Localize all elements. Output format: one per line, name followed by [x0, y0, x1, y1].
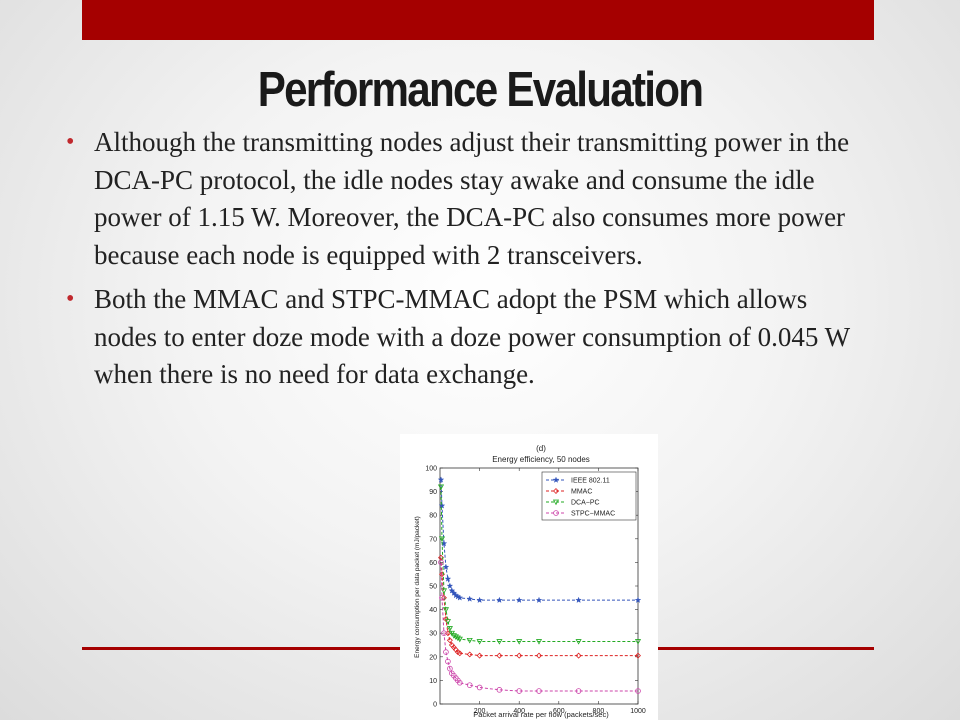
y-tick-label: 50: [429, 584, 437, 591]
data-point-dca-pc: [535, 639, 543, 645]
data-point-mmac: [476, 652, 483, 659]
data-point-stpc-mmac: [443, 649, 449, 655]
data-point-dca-pc: [516, 639, 523, 645]
bullet-marker: •: [66, 129, 75, 155]
data-point-mmac: [575, 652, 582, 659]
data-point-ieee-802-11: [446, 582, 454, 589]
data-point-ieee-802-11: [496, 596, 503, 603]
chart-panel: (d) Energy efficiency, 50 nodes Packet a…: [400, 434, 658, 720]
data-point-dca-pc: [476, 639, 483, 645]
data-point-dca-pc: [496, 639, 503, 645]
data-point-dca-pc: [466, 637, 473, 644]
data-point-ieee-802-11: [438, 502, 446, 509]
data-point-dca-pc: [440, 588, 448, 594]
y-tick-label: 80: [429, 513, 437, 520]
data-point-mmac: [440, 594, 447, 601]
y-tick-label: 10: [429, 678, 437, 685]
legend-marker-dca-pc: [552, 499, 560, 506]
data-point-ieee-802-11: [476, 596, 483, 603]
data-point-dca-pc: [456, 636, 463, 643]
bullet-marker: •: [66, 286, 75, 312]
y-tick-label: 60: [429, 560, 437, 567]
y-tick-label: 20: [429, 654, 437, 661]
x-axis-label: Packet arrival rate per flow (packets/se…: [473, 710, 609, 719]
data-point-stpc-mmac: [438, 559, 444, 566]
series-line-stpc-mmac: [440, 562, 638, 692]
legend-marker-stpc-mmac: [553, 510, 559, 516]
data-point-mmac: [466, 651, 473, 658]
series-line-ieee-802-11: [440, 479, 638, 601]
data-point-dca-pc: [454, 635, 461, 642]
data-point-ieee-802-11: [575, 596, 582, 603]
y-tick-label: 70: [429, 536, 437, 543]
data-point-ieee-802-11: [437, 476, 445, 483]
legend-label-mmac: MMAC: [571, 489, 592, 496]
energy-efficiency-chart: (d) Energy efficiency, 50 nodes Packet a…: [414, 444, 646, 719]
x-tick-label: 600: [553, 708, 565, 715]
data-point-mmac: [635, 652, 641, 659]
data-point-dca-pc: [438, 536, 446, 543]
data-point-ieee-802-11: [448, 587, 456, 594]
data-point-stpc-mmac: [476, 684, 483, 691]
chart-title: Energy efficiency, 50 nodes: [492, 455, 590, 464]
legend-marker-ieee-802-11: [552, 476, 560, 483]
legend-label-stpc-mmac: STPC−MMAC: [571, 511, 615, 518]
y-tick-label: 30: [429, 631, 437, 638]
data-point-ieee-802-11: [466, 595, 473, 602]
chart-panel-label: (d): [536, 444, 546, 453]
data-point-ieee-802-11: [444, 575, 452, 582]
data-point-stpc-mmac: [496, 687, 503, 693]
legend-marker-mmac: [553, 488, 559, 494]
data-point-mmac: [446, 637, 453, 644]
data-point-dca-pc: [442, 607, 450, 613]
legend-label-ieee-802-11: IEEE 802.11: [571, 478, 610, 485]
data-point-stpc-mmac: [466, 682, 473, 688]
y-axis-label: Energy consumption per data packet (mJ/p…: [414, 516, 421, 658]
y-tick-label: 0: [433, 702, 437, 709]
data-point-ieee-802-11: [442, 563, 450, 570]
data-point-ieee-802-11: [456, 594, 464, 601]
legend-label-dca-pc: DCA−PC: [571, 500, 600, 507]
data-point-mmac: [496, 652, 503, 659]
data-point-stpc-mmac: [575, 688, 582, 694]
data-point-stpc-mmac: [635, 688, 641, 694]
data-point-stpc-mmac: [447, 665, 453, 672]
data-point-ieee-802-11: [535, 596, 543, 603]
y-tick-label: 40: [429, 607, 437, 614]
y-tick-label: 100: [425, 466, 437, 473]
bullet-text: Both the MMAC and STPC-MMAC adopt the PS…: [94, 284, 850, 389]
x-tick-label: 400: [513, 708, 525, 715]
data-point-dca-pc: [446, 626, 453, 632]
data-point-mmac: [456, 650, 463, 657]
bullet-item: • Both the MMAC and STPC-MMAC adopt the …: [66, 281, 866, 394]
data-point-ieee-802-11: [515, 596, 523, 603]
data-point-dca-pc: [575, 639, 582, 645]
data-point-stpc-mmac: [536, 688, 542, 694]
data-point-stpc-mmac: [516, 688, 522, 694]
data-point-mmac: [536, 652, 542, 659]
data-point-dca-pc: [437, 484, 445, 491]
slide-title: Performance Evaluation: [257, 63, 704, 117]
data-point-ieee-802-11: [450, 589, 458, 596]
bullet-list: • Although the transmitting nodes adjust…: [66, 124, 866, 401]
data-point-dca-pc: [634, 639, 642, 645]
top-accent-bar: [82, 0, 874, 40]
series-line-dca-pc: [440, 486, 638, 642]
data-point-stpc-mmac: [439, 595, 445, 601]
x-tick-label: 800: [593, 708, 605, 715]
data-point-stpc-mmac: [441, 630, 447, 637]
data-point-mmac: [516, 652, 523, 659]
bullet-text: Although the transmitting nodes adjust t…: [94, 127, 850, 270]
data-point-stpc-mmac: [456, 679, 463, 686]
bullet-item: • Although the transmitting nodes adjust…: [66, 124, 866, 274]
x-tick-label: 1000: [630, 708, 646, 715]
data-point-stpc-mmac: [445, 658, 451, 665]
y-tick-label: 90: [429, 489, 437, 496]
data-point-dca-pc: [444, 619, 451, 625]
x-tick-label: 200: [474, 708, 486, 715]
data-point-ieee-802-11: [634, 596, 642, 603]
